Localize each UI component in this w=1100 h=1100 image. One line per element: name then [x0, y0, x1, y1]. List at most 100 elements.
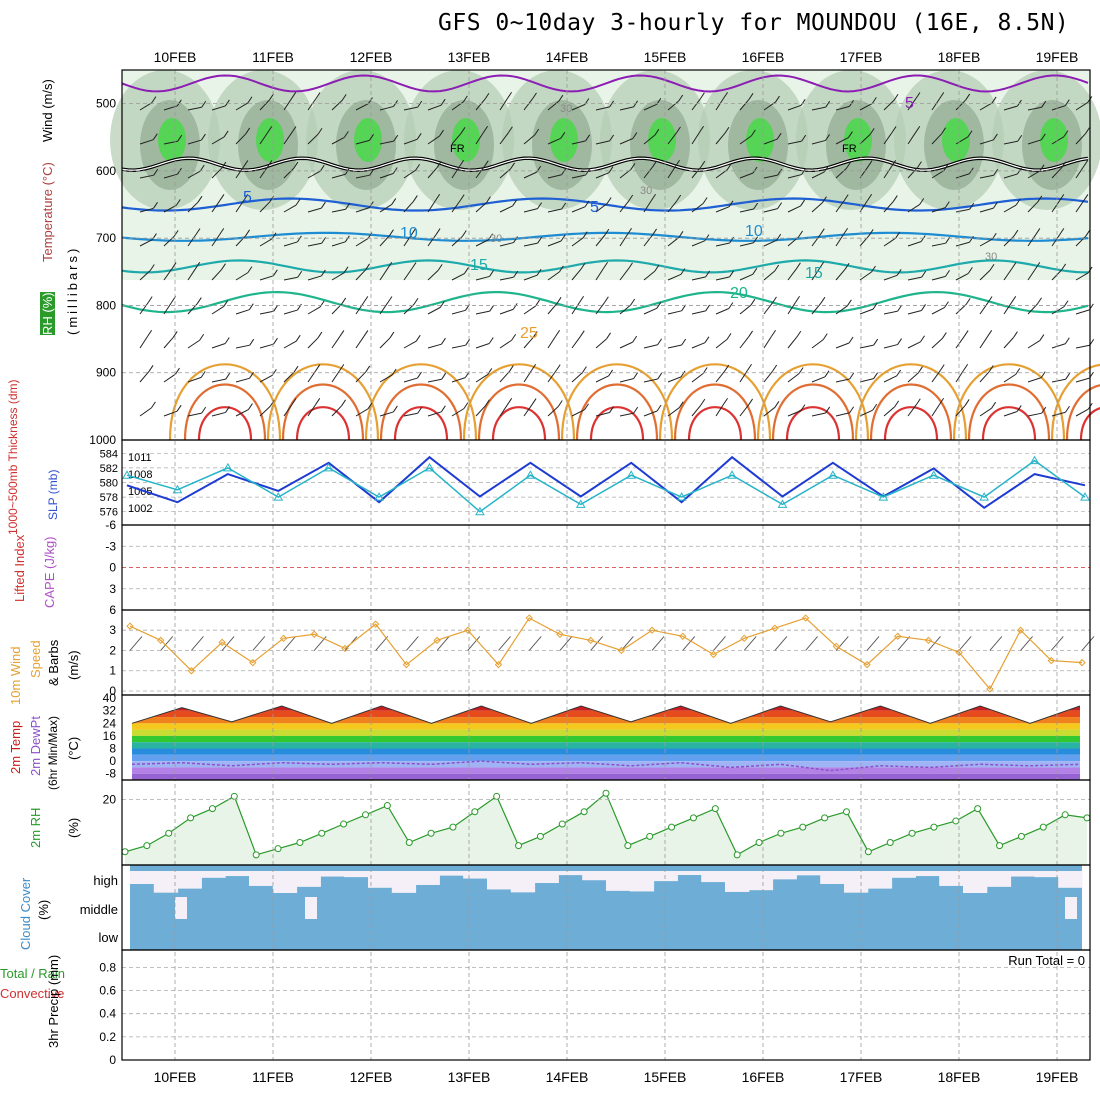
wind-barb — [547, 271, 560, 281]
wind-barb-flag — [584, 200, 590, 208]
isotherm-loop — [295, 406, 351, 441]
wind10m-marker — [740, 634, 748, 643]
date-label-top: 14FEB — [546, 49, 589, 65]
wind-barb — [451, 101, 464, 111]
cloud-clear-high — [867, 871, 893, 889]
wind-barb — [835, 168, 847, 179]
wind-barb-flag — [1063, 300, 1069, 308]
wind-barb-flag — [487, 368, 493, 375]
rh-max-blob — [648, 118, 676, 162]
wind-barb-flag — [1041, 406, 1047, 414]
wind-barb — [955, 99, 967, 111]
wind-barb — [475, 239, 489, 247]
wind-barb — [451, 132, 462, 145]
wind-barb — [259, 310, 274, 315]
wind-barb — [955, 136, 969, 145]
date-label-bottom: 15FEB — [644, 1069, 687, 1085]
cloud-clear-high — [772, 871, 797, 880]
wind-barb-flag — [417, 371, 422, 379]
wind-barb — [643, 378, 658, 383]
cloud-clear-high — [820, 871, 845, 885]
wind-barb-flag — [513, 270, 519, 278]
wind10m-marker — [1078, 658, 1086, 667]
rh2m-marker — [689, 814, 697, 822]
date-label-bottom: 18FEB — [938, 1069, 981, 1085]
wind-barb — [235, 377, 250, 383]
wind-barb — [667, 200, 678, 213]
wind-barb — [427, 104, 442, 111]
wind-barb-flag — [989, 263, 995, 271]
label-convective: Convective — [0, 986, 65, 1001]
wind-barb — [235, 166, 245, 179]
wind-barb — [139, 407, 152, 417]
wind-barb-flag — [777, 168, 783, 176]
wind-barb — [811, 234, 821, 247]
wind10m-line — [129, 617, 1083, 691]
wind-barb-flag — [1017, 134, 1023, 142]
wind-barb — [283, 276, 298, 281]
wind-barb-flag — [704, 336, 710, 343]
wind-barb-flag — [489, 270, 494, 277]
wind-barb-flag — [201, 133, 206, 141]
wind-barb — [595, 267, 605, 281]
wind-barb — [739, 208, 754, 213]
wind10m-marker — [556, 630, 564, 638]
wind10m-barb — [805, 636, 818, 651]
wind-barb-flag — [944, 301, 949, 308]
wind-barb-flag — [387, 296, 393, 303]
rh2m-marker — [427, 829, 435, 837]
wind10m-marker — [679, 632, 687, 640]
wind-barb — [691, 404, 702, 417]
wind-barb-flag — [939, 397, 945, 405]
wind-barb — [139, 302, 149, 315]
wind-barb — [547, 137, 561, 145]
wind-barb — [643, 234, 653, 247]
wind-barb-flag — [507, 91, 512, 99]
wind-barb — [163, 268, 173, 281]
wind-barb — [427, 343, 442, 349]
wind-barb — [163, 373, 176, 383]
wind-barb — [379, 140, 394, 145]
wind-barb — [523, 208, 538, 213]
wind-barb — [427, 306, 441, 315]
wind-barb — [379, 173, 394, 179]
wind-barb-flag — [365, 365, 371, 373]
rh2m-marker — [1017, 832, 1025, 840]
wind-barb-flag — [700, 398, 706, 406]
wind-barb-flag — [748, 330, 754, 338]
wind-barb — [619, 200, 630, 213]
wind-barb-flag — [825, 134, 830, 141]
wind-barb-flag — [921, 304, 926, 311]
rh2m-marker — [383, 802, 391, 810]
wind-barb-flag — [1017, 99, 1022, 107]
wind-barb — [499, 404, 509, 417]
wind-barb-flag — [389, 229, 394, 236]
temp-band — [132, 767, 1080, 774]
wind-barb — [331, 272, 345, 281]
ytick-li: 0 — [109, 561, 116, 575]
wind-barb — [763, 208, 778, 213]
contour-label: 5 — [590, 199, 599, 216]
wind-barb — [187, 412, 202, 417]
thickness-marker — [374, 492, 384, 501]
wind-barb — [283, 132, 293, 145]
wind-barb — [859, 378, 874, 383]
wind-barb — [715, 206, 730, 213]
wind-barb — [307, 306, 321, 315]
wind-barb — [379, 374, 393, 383]
wind-barb-flag — [152, 133, 158, 140]
cloud-clear-high — [344, 871, 369, 878]
wind10m-marker — [494, 660, 503, 669]
wind-barb-flag — [369, 168, 375, 176]
wind-barb-flag — [680, 370, 686, 378]
wind-barb-flag — [1061, 263, 1067, 271]
wind-barb-flag — [320, 269, 326, 277]
wind-barb-flag — [486, 196, 491, 203]
wind-barb — [475, 374, 489, 383]
isotherm-upper — [121, 74, 1089, 93]
thickness-marker — [727, 470, 737, 479]
wind10m-barb — [774, 636, 788, 651]
rh2m-marker — [165, 829, 173, 837]
wind-barb — [163, 173, 178, 179]
label-pressure: (millibars) — [65, 245, 80, 335]
